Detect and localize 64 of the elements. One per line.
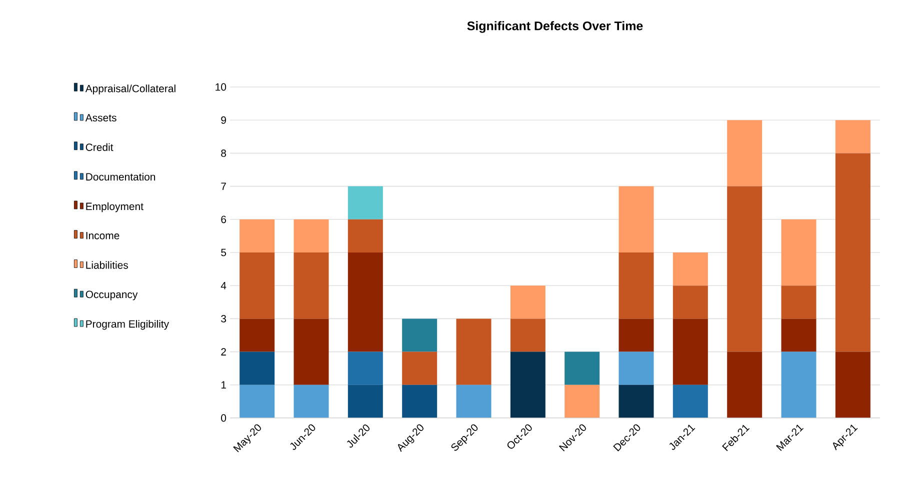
y-tick-label: 7 [221, 182, 226, 190]
bar [348, 252, 383, 352]
bar [672, 318, 708, 385]
bar [672, 252, 708, 286]
bar [835, 153, 870, 352]
chart-title: Significant Defects Over Time [467, 21, 643, 33]
bar [564, 384, 600, 418]
bar [294, 318, 329, 385]
bar [727, 120, 762, 186]
y-tick-label: 2 [221, 348, 226, 356]
bar [672, 286, 708, 319]
bar [456, 384, 492, 418]
legend-label: Program Eligibility [86, 320, 170, 330]
y-tick-label: 4 [220, 282, 226, 290]
bar [240, 318, 275, 352]
bar [402, 318, 438, 352]
bar [835, 352, 870, 418]
y-tick-label: 9 [221, 116, 226, 124]
y-tick-label: 8 [221, 150, 226, 157]
legend-label: Documentation [86, 172, 156, 181]
bar [348, 352, 383, 385]
bar [564, 352, 600, 385]
bar [835, 120, 870, 154]
bar [456, 318, 492, 385]
bar [781, 318, 816, 352]
bar [510, 318, 546, 352]
bar [510, 286, 546, 319]
y-tick-label: 0 [221, 414, 226, 422]
bar [348, 186, 383, 220]
legend-label: Appraisal/Collateral [85, 84, 176, 94]
bar [618, 186, 654, 252]
legend-label: Credit [86, 143, 114, 151]
bar [618, 352, 654, 385]
bar [240, 219, 275, 252]
bar [618, 384, 654, 418]
y-tick-label: 5 [221, 248, 226, 256]
bar [402, 352, 438, 385]
bar [294, 219, 329, 252]
legend-label: Assets [85, 114, 116, 122]
bar [240, 252, 275, 319]
legend-label: Employment [86, 202, 144, 212]
legend-label: Income [86, 232, 120, 240]
bar [781, 352, 816, 418]
bar [781, 286, 816, 319]
bar [294, 252, 329, 319]
bar [727, 352, 762, 418]
y-tick-label: 1 [221, 381, 226, 388]
bar [240, 352, 275, 385]
bar [618, 252, 654, 319]
y-tick-label: 3 [221, 315, 226, 322]
bar [348, 219, 383, 252]
legend-label: Occupancy [86, 290, 138, 300]
legend-label: Liabilities [86, 261, 128, 269]
bar [402, 384, 438, 418]
bar [294, 384, 329, 418]
bar [618, 318, 654, 352]
bar [672, 384, 708, 418]
bar [240, 384, 275, 418]
bar [510, 352, 546, 418]
bar [781, 219, 816, 286]
y-tick-label: 6 [221, 216, 226, 224]
y-tick-label: 10 [216, 83, 226, 91]
bar [727, 186, 762, 352]
bar [348, 384, 383, 418]
